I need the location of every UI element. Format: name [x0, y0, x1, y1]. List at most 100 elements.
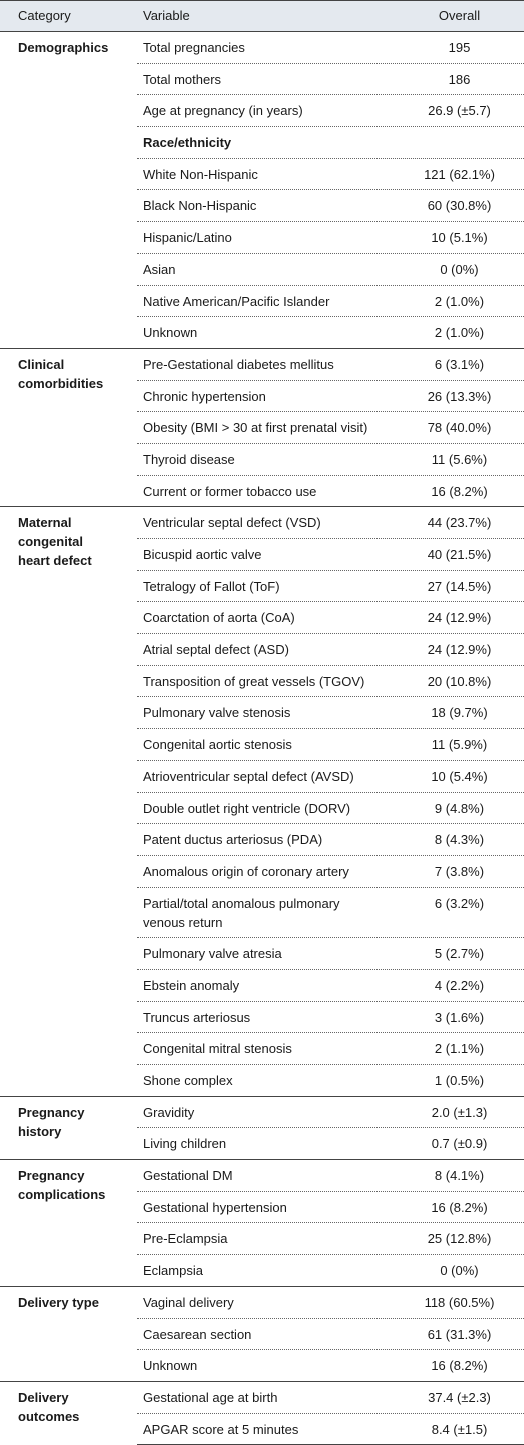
- category-cell: Pregnancy history: [0, 1095, 137, 1159]
- variable-cell: Obesity (BMI > 30 at first prenatal visi…: [137, 411, 377, 443]
- category-cell: Maternal congenital heart defect: [0, 506, 137, 1095]
- value-cell: 0 (0%): [377, 1254, 524, 1286]
- variable-cell: Thyroid disease: [137, 442, 377, 475]
- category-cell: Delivery outcomes: [0, 1380, 137, 1445]
- table-row: Unknown 2 (1.0%): [0, 316, 524, 348]
- table-row: Black Non-Hispanic 60 (30.8%): [0, 189, 524, 221]
- variable-cell: Living children: [137, 1127, 377, 1159]
- table-row: Race/ethnicity: [0, 126, 524, 158]
- table-row: Pulmonary valve atresia 5 (2.7%): [0, 937, 524, 969]
- table-row: Clinical comorbidities Pre-Gestational di…: [0, 347, 524, 391]
- variable-cell: Unknown: [137, 316, 377, 348]
- value-cell: 6 (3.2%): [377, 886, 524, 938]
- value-cell: 61 (31.3%): [377, 1317, 524, 1350]
- value-cell: 10 (5.4%): [377, 759, 524, 792]
- value-cell: 11 (5.9%): [377, 728, 524, 760]
- category-cell: Pregnancy complications: [0, 1159, 137, 1286]
- table-row: Native American/Pacific Islander 2 (1.0%): [0, 284, 524, 317]
- variable-cell: Truncus arteriosus: [137, 1000, 377, 1033]
- variable-cell: Asian: [137, 252, 377, 285]
- value-cell: 60 (30.8%): [377, 189, 524, 221]
- table-row: Living children 0.7 (±0.9): [0, 1127, 524, 1159]
- variable-cell: Eclampsia: [137, 1254, 377, 1286]
- table-row: Delivery type Vaginal delivery 118 (60.5%): [0, 1285, 524, 1318]
- table-row: Congenital aortic stenosis 11 (5.9%): [0, 728, 524, 760]
- table-row: Shone complex 1 (0.5%): [0, 1064, 524, 1096]
- table-row: White Non-Hispanic 121 (62.1%): [0, 157, 524, 190]
- table-row: Caesarean section 61 (31.3%): [0, 1317, 524, 1350]
- table-row: Coarctation of aorta (CoA) 24 (12.9%): [0, 601, 524, 633]
- table-row: Pregnancy history Gravidity 2.0 (±1.3): [0, 1095, 524, 1139]
- value-cell: 20 (10.8%): [377, 664, 524, 697]
- variable-cell: Transposition of great vessels (TGOV): [137, 664, 377, 697]
- table-row: Atrioventricular septal defect (AVSD) 10 …: [0, 759, 524, 792]
- variable-cell: Age at pregnancy (in years): [137, 94, 377, 126]
- header-cell: Category: [0, 0, 137, 32]
- variable-cell: Gestational age at birth: [137, 1380, 377, 1413]
- table-row: APGAR score at 5 minutes 8.4 (±1.5): [0, 1412, 524, 1445]
- value-cell: 0 (0%): [377, 252, 524, 285]
- value-cell: 18 (9.7%): [377, 696, 524, 728]
- table-row: Congenital mitral stenosis 2 (1.1%): [0, 1032, 524, 1064]
- table-row: Atrial septal defect (ASD) 24 (12.9%): [0, 633, 524, 665]
- table-row: Anomalous origin of coronary artery 7 (3.…: [0, 854, 524, 887]
- table-row: Bicuspid aortic valve 40 (21.5%): [0, 538, 524, 570]
- variable-cell: Native American/Pacific Islander: [137, 284, 377, 317]
- variable-cell: Congenital aortic stenosis: [137, 728, 377, 760]
- variable-cell: Ventricular septal defect (VSD): [137, 506, 377, 538]
- value-cell: 25 (12.8%): [377, 1222, 524, 1254]
- value-cell: [377, 126, 524, 158]
- table-row: Hispanic/Latino 10 (5.1%): [0, 221, 524, 253]
- value-cell: 2 (1.0%): [377, 316, 524, 348]
- variable-cell: Atrial septal defect (ASD): [137, 633, 377, 665]
- value-cell: 1 (0.5%): [377, 1064, 524, 1096]
- table-row: Eclampsia 0 (0%): [0, 1254, 524, 1286]
- variable-cell: Gravidity: [137, 1095, 377, 1128]
- value-cell: 78 (40.0%): [377, 411, 524, 443]
- value-cell: 121 (62.1%): [377, 157, 524, 190]
- category-cell: Clinical comorbidities: [0, 347, 137, 506]
- value-cell: 8 (4.3%): [377, 823, 524, 855]
- value-cell: 2 (1.0%): [377, 284, 524, 317]
- value-cell: 195: [448, 40, 471, 55]
- variable-cell: Caesarean section: [137, 1317, 377, 1350]
- subheading-cell: Race/ethnicity: [137, 126, 377, 158]
- category-cell: Demographics: [18, 40, 109, 55]
- table-row: Double outlet right ventricle (DORV) 9 (4…: [0, 791, 524, 824]
- value-cell: 26.9 (±5.7): [377, 94, 524, 126]
- table-row: Maternal congenital heart defect Ventricu…: [0, 506, 524, 568]
- table-row: Chronic hypertension 26 (13.3%): [0, 379, 524, 412]
- variable-cell: Atrioventricular septal defect (AVSD): [137, 759, 377, 792]
- variable-cell: Ebstein anomaly: [137, 968, 377, 1001]
- table-row: Patent ductus arteriosus (PDA) 8 (4.3%): [0, 823, 524, 855]
- value-cell: 9 (4.8%): [377, 791, 524, 824]
- variable-cell: Pre-Eclampsia: [137, 1222, 377, 1254]
- value-cell: 16 (8.2%): [377, 1190, 524, 1223]
- variable-cell: Pre-Gestational diabetes mellitus: [137, 347, 377, 380]
- value-cell: 26 (13.3%): [377, 379, 524, 412]
- value-cell: 24 (12.9%): [377, 633, 524, 665]
- variable-cell: Unknown: [137, 1349, 377, 1381]
- table-row: Pulmonary valve stenosis 18 (9.7%): [0, 696, 524, 728]
- variable-cell: Congenital mitral stenosis: [137, 1032, 377, 1064]
- table-row: Unknown 16 (8.2%): [0, 1349, 524, 1381]
- variable-cell: Total pregnancies: [143, 40, 245, 55]
- table-row: Transposition of great vessels (TGOV) 20 …: [0, 664, 524, 697]
- variable-cell: Vaginal delivery: [137, 1285, 377, 1318]
- header-cell: Overall: [377, 0, 524, 32]
- variable-cell: Pulmonary valve stenosis: [137, 696, 377, 728]
- header-row: Category Variable Overall: [0, 0, 524, 32]
- variable-cell: Bicuspid aortic valve: [137, 538, 377, 570]
- variable-cell: Patent ductus arteriosus (PDA): [137, 823, 377, 855]
- table-row: Total mothers 186: [0, 62, 524, 95]
- value-cell: 24 (12.9%): [377, 601, 524, 633]
- value-cell: 8 (4.1%): [377, 1159, 524, 1191]
- table-row: Truncus arteriosus 3 (1.6%): [0, 1000, 524, 1033]
- value-cell: 11 (5.6%): [377, 442, 524, 475]
- table-row: Delivery outcomes Gestational age at birt…: [0, 1380, 524, 1424]
- variable-cell: Double outlet right ventricle (DORV): [137, 791, 377, 824]
- variable-cell: Pulmonary valve atresia: [137, 937, 377, 969]
- value-cell: 6 (3.1%): [377, 347, 524, 380]
- table-row: Partial/total anomalous pulmonary venous…: [0, 886, 524, 938]
